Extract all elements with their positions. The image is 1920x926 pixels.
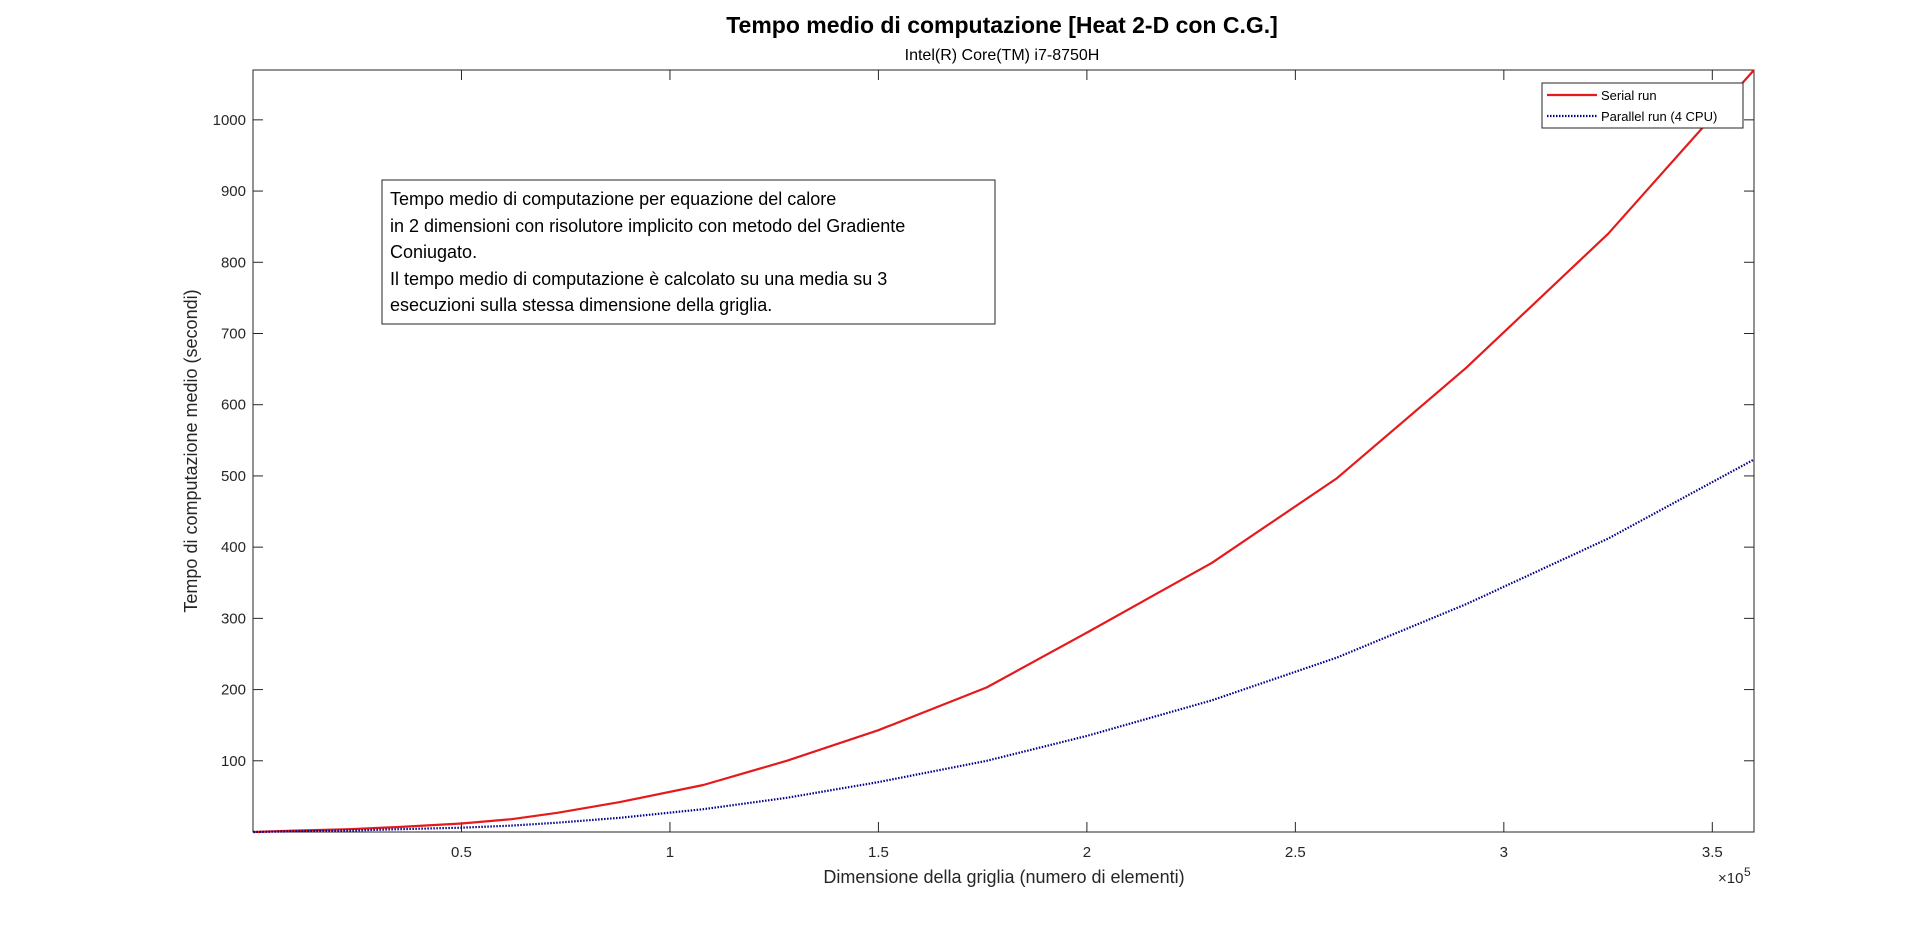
x-tick-label: 2 — [1083, 844, 1091, 861]
y-axis-ticks: 100 200 300 400 500 600 700 800 900 1000 — [213, 112, 1754, 770]
y-tick-label: 700 — [221, 325, 246, 342]
x-tick-label: 2.5 — [1285, 844, 1306, 861]
series-line-parallel — [253, 458, 1755, 834]
y-tick-label: 100 — [221, 753, 246, 770]
x-tick-label: 3 — [1500, 844, 1508, 861]
annotation-line-5: esecuzioni sulla stessa dimensione della… — [390, 295, 772, 315]
x-tick-label: 0.5 — [451, 844, 472, 861]
x-axis-exponent-power: 5 — [1744, 865, 1751, 879]
x-axis-ticks: 0.5 1 1.5 2 2.5 3 3.5 — [451, 70, 1723, 861]
y-tick-label: 600 — [221, 397, 246, 414]
y-tick-label: 300 — [221, 610, 246, 627]
x-axis-label: Dimensione della griglia (numero di elem… — [823, 867, 1184, 887]
x-tick-label: 1.5 — [868, 844, 889, 861]
x-axis-exponent: ×10 5 — [1718, 865, 1751, 887]
legend: Serial run Parallel run (4 CPU) — [1541, 82, 1744, 129]
chart-title: Tempo medio di computazione [Heat 2-D co… — [726, 12, 1278, 38]
y-tick-label: 200 — [221, 682, 246, 699]
y-tick-label: 1000 — [213, 112, 246, 129]
legend-label-parallel: Parallel run (4 CPU) — [1601, 109, 1717, 124]
annotation-line-2: in 2 dimensioni con risolutore implicito… — [390, 216, 905, 236]
annotation-box: Tempo medio di computazione per equazion… — [381, 179, 996, 325]
legend-label-serial: Serial run — [1601, 88, 1657, 103]
chart-subtitle: Intel(R) Core(TM) i7-8750H — [905, 47, 1100, 64]
annotation-line-4: Il tempo medio di computazione è calcola… — [390, 269, 887, 289]
y-tick-label: 900 — [221, 183, 246, 200]
x-tick-label: 1 — [666, 844, 674, 861]
annotation-line-3: Coniugato. — [390, 242, 477, 262]
series-line-serial — [253, 69, 1755, 834]
x-axis-exponent-base: ×10 — [1718, 870, 1743, 887]
y-tick-label: 500 — [221, 468, 246, 485]
y-tick-label: 800 — [221, 254, 246, 271]
x-tick-label: 3.5 — [1702, 844, 1723, 861]
series-layer — [253, 69, 1755, 834]
legend-frame — [1541, 82, 1744, 129]
annotation-frame — [381, 179, 996, 325]
annotation-line-1: Tempo medio di computazione per equazion… — [390, 189, 836, 209]
y-axis-label: Tempo di computazione medio (secondi) — [181, 289, 201, 612]
y-tick-label: 400 — [221, 539, 246, 556]
